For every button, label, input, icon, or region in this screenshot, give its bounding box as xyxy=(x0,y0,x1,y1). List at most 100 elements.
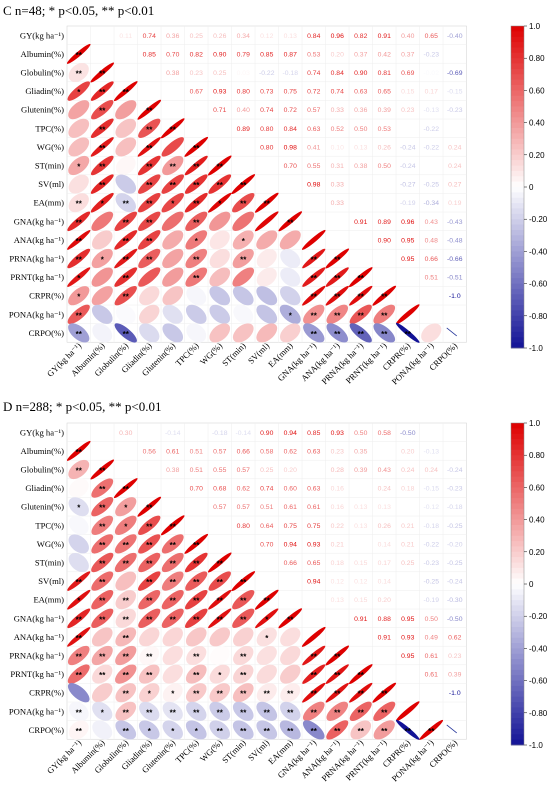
panel-c-corr-value: 0.25 xyxy=(213,70,226,77)
panel-d-col-label: ST(min) xyxy=(220,737,248,765)
panel-d-sig-star: ** xyxy=(146,560,153,569)
panel-c-corr-value: 0.26 xyxy=(213,33,226,40)
panel-d-corr-value: 0.20 xyxy=(284,467,297,474)
panel-c-corr-value: -1.0 xyxy=(449,293,461,300)
panel-d-ellipse xyxy=(115,497,137,517)
panel-d-sig-star: ** xyxy=(381,708,388,717)
panel-c-corr-value: -0.24 xyxy=(400,163,416,170)
panel-c-ellipse xyxy=(113,81,138,102)
panel-d-colorbar-swatch xyxy=(511,541,524,547)
panel-d-colorbar-swatch xyxy=(511,675,524,681)
panel-d-ellipse xyxy=(161,590,184,610)
panel-d-corr-value: 0.24 xyxy=(378,486,391,493)
panel-d-ellipse xyxy=(350,720,372,740)
panel-c-sig-star: ** xyxy=(381,293,388,302)
panel-c-colorbar-swatch xyxy=(511,203,524,209)
panel-d-ellipse xyxy=(67,608,91,629)
panel-c-row-label: GY(kg ha⁻¹) xyxy=(20,30,64,40)
panel-d-corr-value: 0.66 xyxy=(237,448,250,455)
panel-d-colorbar-swatch xyxy=(511,594,524,601)
panel-d-sig-star: * xyxy=(195,727,199,736)
panel-c-corr-value: 0.74 xyxy=(307,70,320,77)
panel-d-colorbar-swatch xyxy=(511,524,524,531)
panel-c-ellipse xyxy=(209,248,230,269)
panel-c-corr-value: 0.50 xyxy=(378,163,391,170)
panel-c-colorbar-swatch xyxy=(511,305,524,311)
panel-d-colorbar-swatch xyxy=(511,508,524,515)
panel-c-colorbar-label: 0 xyxy=(529,183,534,192)
panel-d-colorbar-swatch xyxy=(511,584,524,590)
panel-d-sig-star: ** xyxy=(99,504,106,513)
panel-c-corr-value: 0.24 xyxy=(448,144,461,151)
panel-c-ellipse xyxy=(348,267,373,288)
panel-d-colorbar-label: 0.80 xyxy=(529,451,545,460)
panel-c-ellipse xyxy=(280,323,301,343)
panel-d-corr-value: -0.25 xyxy=(424,579,440,586)
panel-d-ellipse xyxy=(185,571,208,591)
panel-c-ellipse xyxy=(138,118,161,139)
panel-c-sig-star: ** xyxy=(99,88,106,97)
panel-c-colorbar-label: 0.20 xyxy=(529,151,545,160)
panel-d-corr-value: -0.30 xyxy=(447,597,463,604)
panel-d-sig-star: ** xyxy=(99,597,106,606)
panel-d-colorbar-label: 1.0 xyxy=(529,419,541,428)
panel-c-row-label: ST(min) xyxy=(35,161,64,171)
panel-d-colorbar-swatch xyxy=(511,718,524,724)
panel-c-sig-star: ** xyxy=(170,125,177,134)
panel-c-corr-value: 0.19 xyxy=(448,200,461,207)
panel-d-corr-value: 0.88 xyxy=(378,616,391,623)
panel-d-ellipse xyxy=(66,440,91,461)
panel-c-colorbar: 1.0 0.80 0.60 0.40 0.20 0 -0.20 -0.40 -0.60 -0.80… xyxy=(510,22,548,353)
panel-d-sig-star: ** xyxy=(264,727,271,736)
panel-d-ellipse xyxy=(373,701,396,721)
panel-d-ellipse xyxy=(395,719,420,740)
panel-c-ellipse xyxy=(115,193,136,213)
panel-d-corr-value: 0.13 xyxy=(378,504,391,511)
panel-c-ellipse xyxy=(209,286,231,306)
panel-c-sig-star: ** xyxy=(264,200,271,209)
panel-d-colorbar-swatch xyxy=(511,573,524,580)
panel-c-colorbar-swatch xyxy=(511,331,524,338)
panel-c-ellipse xyxy=(137,137,161,157)
panel-d-corr-value: 0.57 xyxy=(237,504,250,511)
panel-c-corr-value: 0.43 xyxy=(425,219,438,226)
panel-d-corr-value: -0.15 xyxy=(424,486,440,493)
panel-c-corr-value: 0.90 xyxy=(354,70,367,77)
panel-c-colorbar-swatch xyxy=(511,310,524,317)
panel-c-colorbar-swatch xyxy=(511,154,524,161)
panel-d-corr-value: 0.14 xyxy=(378,541,391,548)
panel-d-sig-star: ** xyxy=(311,708,318,717)
panel-c-corr-value: 0.98 xyxy=(307,182,320,189)
panel-c-corr-value: 0.91 xyxy=(378,33,391,40)
panel-d-colorbar-swatch xyxy=(511,546,524,553)
panel-d-colorbar-swatch xyxy=(511,557,524,563)
panel-d-corr-value: 0.23 xyxy=(448,653,461,660)
panel-c-row-label: PRNA(kg ha⁻¹) xyxy=(9,254,64,264)
panel-d-ellipse xyxy=(68,701,89,721)
panel-c-sig-star: ** xyxy=(240,181,247,190)
panel-d-ellipse xyxy=(67,645,90,666)
panel-d-ellipse xyxy=(256,664,277,684)
panel-c-row-label: Albumin(%) xyxy=(21,49,65,59)
panel-d-ellipse xyxy=(138,590,161,610)
panel-d-corr-value: -0.25 xyxy=(447,523,463,530)
panel-d-ellipse xyxy=(161,571,184,591)
panel-c-colorbar-swatch xyxy=(511,165,524,172)
panel-d-ellipse xyxy=(233,645,254,666)
panel-d-ellipse xyxy=(68,534,89,554)
panel-d-colorbar-label: -0.80 xyxy=(529,709,548,718)
panel-c-sig-star: * xyxy=(195,237,199,246)
panel-d-sig-star: * xyxy=(171,727,175,736)
panel-d-sig-star: ** xyxy=(240,690,247,699)
panel-c-sig-star: ** xyxy=(311,293,318,302)
panel-c-corr-value: -0.13 xyxy=(424,107,440,114)
panel-d-corr-value: 0.21 xyxy=(401,541,414,548)
panel-d-corr-value: 0.43 xyxy=(378,467,391,474)
panel-d-row-label: CRPO(%) xyxy=(29,725,64,735)
panel-d-sig-star: ** xyxy=(123,671,130,680)
panel-d-ellipse xyxy=(231,571,256,592)
panel-d-ellipse xyxy=(115,608,136,628)
panel-d-corr-value: 0.13 xyxy=(354,523,367,530)
panel-d-colorbar-swatch xyxy=(511,621,524,628)
panel-c-ellipse xyxy=(207,155,232,176)
